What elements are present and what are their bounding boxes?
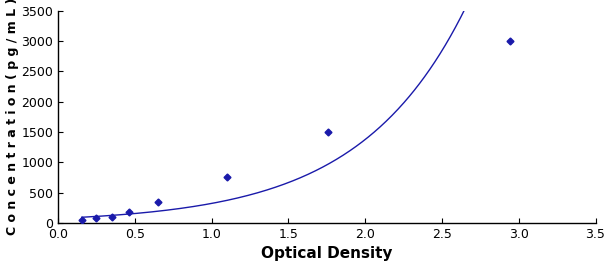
X-axis label: Optical Density: Optical Density [261,246,392,261]
Y-axis label: C o n c e n t r a t i o n ( p g / m L ): C o n c e n t r a t i o n ( p g / m L ) [5,0,18,235]
